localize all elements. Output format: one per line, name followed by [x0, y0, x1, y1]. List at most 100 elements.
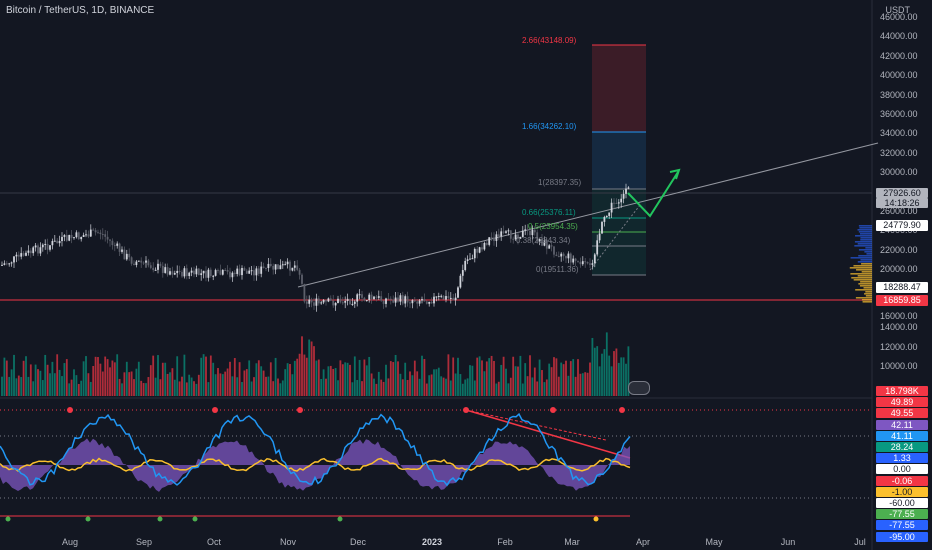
- volume-profile-bar: [858, 231, 872, 233]
- candle-body: [265, 267, 267, 269]
- candle-body: [524, 229, 527, 231]
- volume-bar: [101, 371, 104, 396]
- volume-bar: [68, 383, 71, 396]
- volume-profile-bar: [860, 239, 872, 241]
- candle-body: [257, 268, 260, 274]
- candle-body: [440, 295, 443, 297]
- candle-body: [574, 258, 577, 261]
- candle-body: [507, 230, 510, 232]
- candle-body: [200, 273, 203, 275]
- volume-bar: [281, 380, 284, 396]
- volume-bar: [3, 357, 6, 396]
- time-tick: Sep: [135, 537, 153, 547]
- volume-bar: [377, 371, 380, 396]
- volume-bar: [308, 339, 311, 396]
- volume-bar: [349, 364, 351, 396]
- volume-profile-bar: [851, 277, 872, 279]
- volume-bar: [605, 332, 608, 396]
- candle-body: [593, 254, 596, 264]
- candle-body: [46, 243, 49, 250]
- events-flag-icon[interactable]: [628, 381, 650, 395]
- candle-body: [428, 301, 431, 304]
- volume-bar: [53, 373, 56, 396]
- candle-body: [349, 298, 351, 305]
- volume-bar: [291, 374, 294, 396]
- volume-bar: [392, 362, 395, 396]
- candle-body: [207, 269, 210, 278]
- volume-bar: [543, 382, 546, 396]
- candle-body: [620, 198, 623, 203]
- volume-bar: [301, 336, 303, 396]
- indicator-value-tag: 0.00: [876, 464, 928, 475]
- volume-bar: [145, 383, 147, 396]
- candle-body: [608, 212, 611, 216]
- volume-profile-bar: [861, 299, 872, 301]
- candle-body: [77, 232, 80, 240]
- volume-profile-bar: [849, 267, 872, 269]
- candle-body: [298, 269, 301, 275]
- candle-body: [145, 260, 147, 263]
- candle-body: [49, 245, 51, 250]
- candle-body: [555, 254, 558, 257]
- volume-bar: [111, 360, 114, 396]
- candle-body: [457, 287, 459, 298]
- candle-body: [577, 260, 579, 262]
- volume-bar: [44, 354, 47, 396]
- candle-body: [181, 271, 183, 277]
- candle-body: [365, 300, 368, 302]
- oscillator-blue-line: [0, 412, 631, 487]
- volume-bar: [233, 358, 236, 396]
- signal-dot: [67, 407, 73, 413]
- candle-body: [123, 249, 126, 260]
- volume-bar: [577, 359, 579, 396]
- volume-bar: [226, 368, 229, 396]
- candle-body: [553, 246, 555, 255]
- volume-bar: [32, 381, 35, 396]
- volume-profile-bar: [855, 297, 872, 299]
- candle-body: [226, 269, 229, 272]
- signal-dot: [192, 516, 198, 522]
- candle-body: [277, 264, 279, 270]
- candle-body: [464, 260, 467, 271]
- volume-bar: [421, 355, 423, 396]
- candle-body: [68, 234, 71, 241]
- volume-bar: [272, 381, 275, 396]
- candle-body: [521, 230, 524, 237]
- volume-bar: [200, 357, 203, 396]
- volume-bar: [447, 354, 450, 396]
- candle-body: [17, 254, 20, 257]
- volume-bar: [380, 379, 383, 396]
- candle-body: [284, 264, 287, 266]
- volume-bar: [277, 378, 279, 396]
- candle-body: [409, 302, 411, 304]
- volume-bar: [315, 360, 318, 396]
- volume-bar: [5, 360, 8, 396]
- volume-bar: [183, 354, 186, 396]
- volume-bar: [512, 356, 515, 396]
- fib-extension-box[interactable]: [592, 44, 646, 276]
- volume-profile-bar: [858, 225, 872, 227]
- candle-body: [586, 262, 589, 264]
- signal-dot: [619, 407, 625, 413]
- candle-body: [233, 272, 236, 274]
- candle-body: [337, 298, 339, 303]
- volume-bar: [361, 381, 363, 396]
- symbol-title[interactable]: Bitcoin / TetherUS, 1D, BINANCE: [6, 5, 155, 16]
- volume-bar: [65, 359, 68, 396]
- volume-bar: [572, 359, 575, 396]
- volume-bar: [322, 369, 325, 396]
- volume-bar: [173, 379, 176, 396]
- candle-body: [497, 234, 500, 237]
- oscillator-area: [0, 438, 630, 492]
- candle-body: [514, 234, 517, 240]
- volume-bar: [433, 369, 435, 396]
- candle-body: [205, 270, 207, 278]
- volume-bar: [351, 382, 354, 396]
- candle-body: [5, 263, 8, 265]
- candle-body: [173, 273, 176, 275]
- fib-level-label: 2.66(43148.09): [522, 36, 577, 45]
- candle-body: [380, 296, 383, 301]
- volume-bar: [161, 362, 164, 396]
- candle-body: [344, 300, 347, 303]
